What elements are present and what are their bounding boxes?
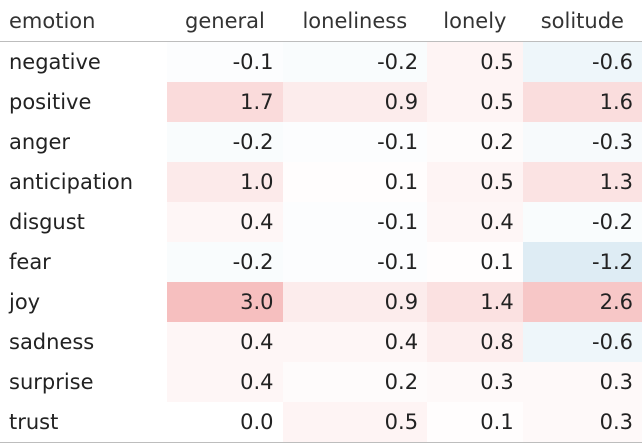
row-label-anger: anger <box>9 130 71 154</box>
heatmap-cell: 1.7 <box>167 82 283 122</box>
table-body: negative -0.1 -0.2 0.5 -0.6 positive 1.7 0.9 0.5… <box>0 41 642 443</box>
heatmap-cell: -0.3 <box>522 122 642 162</box>
heatmap-cell: 0.4 <box>427 202 523 242</box>
heatmap-cell: 3.0 <box>167 282 283 322</box>
table-row: anger -0.2 -0.1 0.2 -0.3 <box>0 122 642 162</box>
heatmap-cell: 0.5 <box>427 41 523 82</box>
table-header: emotion general loneliness lonely solitude <box>0 0 642 42</box>
heatmap-cell: 0.3 <box>522 362 642 402</box>
heatmap-cell: 0.5 <box>427 82 523 122</box>
heatmap-cell: 0.1 <box>427 402 523 443</box>
heatmap-cell: -0.6 <box>522 322 642 362</box>
heatmap-cell: 0.4 <box>167 202 283 242</box>
heatmap-cell: 1.6 <box>522 82 642 122</box>
heatmap-cell: 1.3 <box>522 162 642 202</box>
heatmap-cell: 0.4 <box>167 362 283 402</box>
heatmap-cell: 0.0 <box>167 402 283 443</box>
heatmap-cell: 0.2 <box>282 362 428 402</box>
heatmap-cell: 0.5 <box>282 402 428 443</box>
heatmap-cell: 0.1 <box>282 162 428 202</box>
table-row: sadness 0.4 0.4 0.8 -0.6 <box>0 322 642 362</box>
row-label-surprise: surprise <box>9 370 94 394</box>
heatmap-cell: -0.2 <box>167 242 283 282</box>
row-label-sadness: sadness <box>9 330 95 354</box>
column-header-general: general <box>185 8 265 33</box>
table-row: anticipation 1.0 0.1 0.5 1.3 <box>0 162 642 202</box>
row-header-label: emotion <box>9 8 96 33</box>
column-header-loneliness: loneliness <box>302 8 408 33</box>
heatmap-cell: -0.2 <box>522 202 642 242</box>
heatmap-cell: -0.2 <box>167 122 283 162</box>
heatmap-cell: 0.3 <box>427 362 523 402</box>
heatmap-cell: 1.4 <box>427 282 523 322</box>
heatmap-cell: -0.1 <box>282 202 428 242</box>
heatmap-cell: -0.1 <box>282 122 428 162</box>
row-label-positive: positive <box>9 90 92 114</box>
row-label-anticipation: anticipation <box>9 170 134 194</box>
table-row: trust 0.0 0.5 0.1 0.3 <box>0 402 642 443</box>
table-row: negative -0.1 -0.2 0.5 -0.6 <box>0 41 642 82</box>
heatmap-cell: 0.9 <box>282 282 428 322</box>
row-label-disgust: disgust <box>9 210 85 234</box>
heatmap-cell: -0.1 <box>282 242 428 282</box>
heatmap-cell: 1.0 <box>167 162 283 202</box>
heatmap-cell: 0.4 <box>282 322 428 362</box>
heatmap-cell: -0.1 <box>167 41 283 82</box>
row-label-joy: joy <box>9 290 41 314</box>
table-row: surprise 0.4 0.2 0.3 0.3 <box>0 362 642 402</box>
heatmap-cell: -1.2 <box>522 242 642 282</box>
column-header-lonely: lonely <box>443 8 507 33</box>
table-row: joy 3.0 0.9 1.4 2.6 <box>0 282 642 322</box>
header-row: emotion general loneliness lonely solitude <box>0 0 642 42</box>
table-row: positive 1.7 0.9 0.5 1.6 <box>0 82 642 122</box>
row-label-negative: negative <box>9 50 101 74</box>
heatmap-cell: 0.8 <box>427 322 523 362</box>
heatmap-cell: 0.2 <box>427 122 523 162</box>
table-row: disgust 0.4 -0.1 0.4 -0.2 <box>0 202 642 242</box>
heatmap-cell: 0.3 <box>522 402 642 443</box>
heatmap-cell: -0.2 <box>282 41 428 82</box>
table-row: fear -0.2 -0.1 0.1 -1.2 <box>0 242 642 282</box>
heatmap-cell: -0.6 <box>522 41 642 82</box>
heatmap-cell: 0.9 <box>282 82 428 122</box>
row-label-trust: trust <box>9 410 59 434</box>
heatmap-cell: 0.1 <box>427 242 523 282</box>
heatmap-cell: 2.6 <box>522 282 642 322</box>
heatmap-cell: 0.5 <box>427 162 523 202</box>
row-label-fear: fear <box>9 250 51 274</box>
column-header-solitude: solitude <box>540 8 624 33</box>
heatmap-cell: 0.4 <box>167 322 283 362</box>
